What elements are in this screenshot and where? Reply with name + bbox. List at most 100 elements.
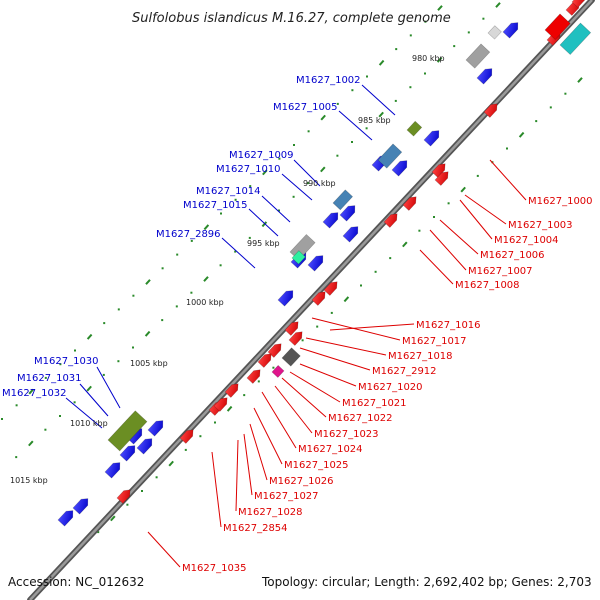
leader-line	[235, 439, 239, 512]
rna-feature	[332, 189, 354, 211]
gene-label: M1627_2912	[372, 366, 437, 377]
gene-label: M1627_1007	[468, 266, 533, 277]
gc-tick-mark	[453, 45, 456, 48]
reverse-cds-gene	[213, 397, 228, 412]
rna-feature	[544, 13, 571, 40]
gc-tick-mark	[301, 339, 304, 342]
leader-line	[281, 173, 313, 201]
gc-tick-mark	[161, 267, 164, 270]
gc-tick-mark	[366, 75, 368, 78]
tick-1015-kbp: 1015 kbp	[10, 476, 48, 485]
accession-text: Accession: NC_012632	[8, 575, 144, 589]
tick-985-kbp: 985 kbp	[358, 116, 391, 125]
gc-tick-mark	[73, 401, 76, 404]
gc-tick-mark	[395, 48, 398, 51]
gc-tick-mark	[261, 221, 268, 228]
gc-tick-mark	[262, 169, 268, 176]
gc-tick-mark	[168, 460, 174, 467]
gc-tick-mark	[564, 92, 567, 95]
reverse-cds-gene	[116, 489, 131, 504]
gene-label: M1627_2854	[223, 523, 288, 534]
forward-cds-gene	[72, 498, 89, 515]
tick-1010-kbp: 1010 kbp	[70, 419, 108, 428]
forward-cds-gene	[502, 22, 519, 39]
gc-tick-mark	[293, 144, 295, 146]
leader-line	[221, 237, 256, 269]
gc-tick-mark	[15, 404, 18, 407]
reverse-cds-gene	[383, 213, 398, 228]
gc-tick-mark	[243, 394, 246, 397]
gene-label: M1627_2896	[156, 229, 221, 240]
tick-995-kbp: 995 kbp	[247, 239, 280, 248]
forward-cds-gene	[391, 160, 408, 177]
leader-line	[147, 531, 181, 568]
tick-990-kbp: 990 kbp	[303, 179, 336, 188]
gc-tick-mark	[190, 239, 193, 242]
gc-tick-mark	[28, 440, 34, 447]
gc-tick-mark	[190, 291, 193, 294]
forward-cds-gene	[277, 290, 294, 307]
gc-tick-mark	[460, 186, 466, 193]
gc-tick-mark	[117, 308, 120, 311]
tick-980-kbp: 980 kbp	[412, 54, 445, 63]
rna-feature	[291, 250, 306, 265]
leader-line	[464, 194, 507, 225]
leader-line	[305, 337, 387, 356]
gene-label: M1627_1028	[238, 507, 303, 518]
gc-tick-mark	[495, 2, 501, 8]
tick-1005-kbp: 1005 kbp	[130, 359, 168, 368]
gc-tick-mark	[535, 120, 538, 123]
leader-line	[243, 433, 253, 496]
gc-tick-mark	[418, 229, 421, 232]
rna-feature	[107, 410, 148, 452]
leader-line	[79, 383, 109, 417]
gc-tick-mark	[97, 531, 100, 534]
gc-tick-mark	[249, 185, 252, 188]
reverse-cds-gene	[323, 281, 338, 296]
gene-label: M1627_1020	[358, 382, 423, 393]
forward-cds-gene	[104, 462, 121, 479]
reverse-cds-gene	[257, 353, 272, 368]
gene-label: M1627_1035	[182, 563, 247, 574]
gc-tick-mark	[144, 330, 151, 337]
gc-tick-mark	[257, 380, 260, 383]
gc-tick-mark	[378, 59, 385, 66]
gene-label: M1627_1006	[480, 250, 545, 261]
gene-label: M1627_1004	[494, 235, 559, 246]
gc-tick-mark	[307, 130, 310, 133]
gc-tick-mark	[549, 106, 552, 109]
gene-label: M1627_1023	[314, 429, 379, 440]
forward-cds-gene	[339, 205, 356, 222]
tick-1000-kbp: 1000 kbp	[186, 298, 224, 307]
gene-label: M1627_1000	[528, 196, 593, 207]
gc-tick-mark	[126, 503, 129, 506]
rna-feature	[377, 143, 403, 169]
gc-tick-mark	[44, 428, 47, 431]
gc-tick-mark	[272, 366, 275, 369]
gc-tick-mark	[155, 476, 158, 479]
forward-cds-gene	[423, 130, 440, 147]
leader-line	[261, 391, 297, 449]
gc-tick-mark	[15, 456, 18, 459]
forward-cds-gene	[476, 68, 493, 85]
leader-line	[361, 84, 396, 116]
gene-label: M1627_1008	[455, 280, 520, 291]
rna-feature	[559, 22, 592, 55]
forward-cds-gene	[119, 445, 136, 462]
genome-backbone	[27, 0, 595, 600]
leader-line	[274, 385, 313, 434]
gc-tick-mark	[103, 322, 106, 325]
leader-line	[419, 249, 454, 285]
gc-tick-mark	[219, 264, 222, 267]
leader-line	[489, 159, 527, 201]
rna-feature	[406, 120, 423, 137]
gene-label: M1627_1009	[229, 150, 294, 161]
gc-tick-mark	[102, 373, 105, 376]
gene-label: M1627_1031	[17, 373, 82, 384]
gc-tick-mark	[378, 111, 384, 118]
leader-line	[429, 229, 467, 271]
forward-cds-gene	[147, 420, 164, 437]
rna-feature	[281, 347, 301, 367]
topology-text: Topology: circular; Length: 2,692,402 bp…	[261, 575, 592, 589]
leader-line	[329, 323, 415, 331]
